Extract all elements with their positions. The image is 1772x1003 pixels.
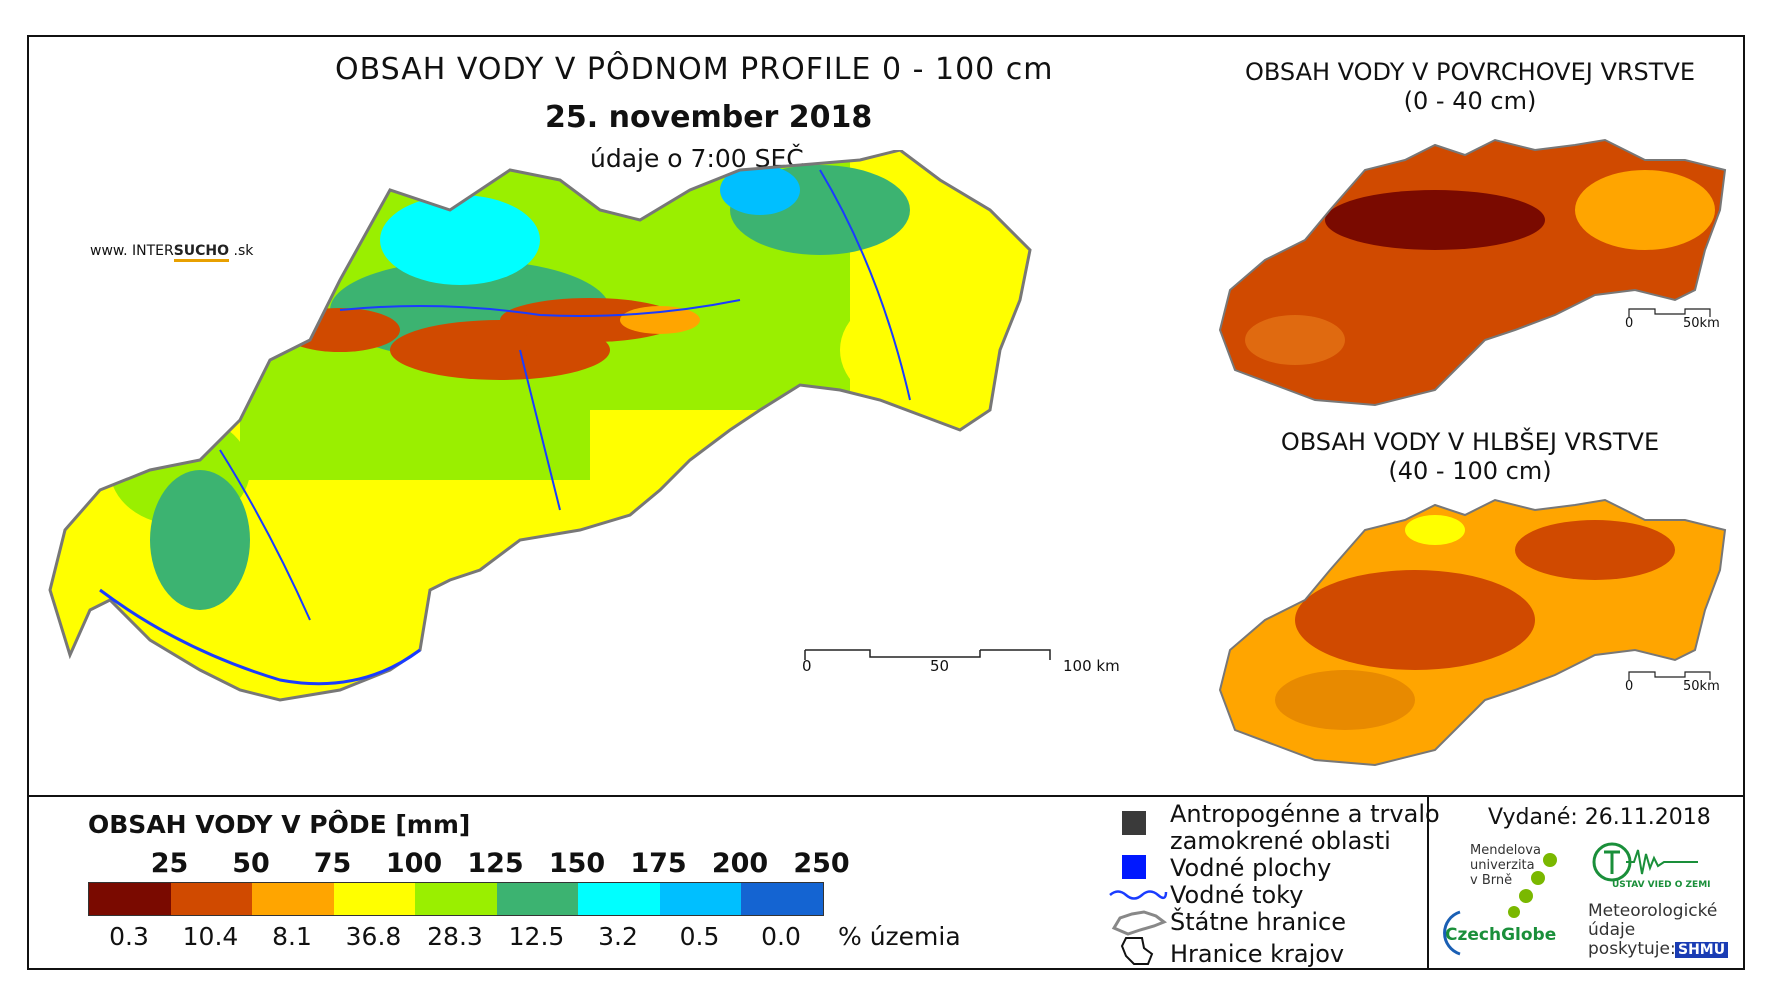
legend-percent-unit: % územia	[838, 922, 961, 951]
main-scale-bar	[804, 649, 1051, 660]
legend-percent-value: 0.0	[761, 922, 801, 951]
legend-color-class	[415, 883, 497, 915]
czechglobe-logo: CzechGlobe	[1445, 925, 1557, 945]
water-areas-label: Vodné plochy	[1170, 854, 1332, 882]
legend-color-class	[89, 883, 171, 915]
border-outline-icon	[1111, 910, 1168, 936]
main-map-title: OBSAH VODY V PÔDNOM PROFILE 0 - 100 cm	[335, 52, 1054, 87]
intersucho-logo: www. INTERSUCHO .sk	[90, 243, 253, 262]
wavy-line-icon	[1109, 890, 1168, 900]
legend-color-class	[333, 883, 415, 915]
rivers-label: Vodné toky	[1170, 881, 1304, 909]
legend-threshold-label: 25	[150, 848, 189, 879]
inset-bottom-scale-bar	[1628, 671, 1711, 680]
inset-top-scale-0: 0	[1625, 316, 1634, 331]
mendel-dots-icon	[1508, 853, 1557, 918]
legend-threshold-label: 150	[548, 848, 606, 879]
legend-threshold-label: 125	[467, 848, 524, 879]
legend-percent-value: 10.4	[182, 922, 239, 951]
region-border-label: Hranice krajov	[1170, 940, 1345, 968]
legend-threshold-label: 100	[385, 848, 443, 879]
legend-percent-value: 12.5	[508, 922, 565, 951]
inset-top-subtitle: (0 - 40 cm)	[1403, 87, 1537, 115]
institute-name: ÚSTAV VIED O ZEMI	[1612, 880, 1711, 890]
earth-science-institute-logo	[1592, 842, 1698, 882]
legend-percent-value: 3.2	[598, 922, 638, 951]
urban-label-line2: zamokrené oblasti	[1170, 827, 1391, 855]
legend-colorbar	[88, 882, 824, 916]
inset-top-title: OBSAH VODY V POVRCHOVEJ VRSTVE	[1244, 58, 1696, 86]
shmu-logo: SHMÚ	[1675, 942, 1729, 958]
main-map-date: 25. november 2018	[545, 100, 873, 135]
legend-color-class	[252, 883, 334, 915]
meteo-provider-label: Meteorologické údaje poskytuje:	[1588, 901, 1718, 959]
inset-bottom-scale-0: 0	[1625, 679, 1634, 694]
legend-percent-value: 28.3	[427, 922, 483, 951]
legend-threshold-label: 50	[232, 848, 270, 879]
legend-threshold-label: 175	[630, 848, 687, 879]
legend-percent-value: 0.5	[679, 922, 720, 951]
inset-top-map	[1218, 138, 1727, 407]
main-soil-moisture-map	[48, 150, 1032, 702]
urban-label-line1: Antropogénne a trvalo	[1170, 800, 1440, 828]
mendel-university-logo: Mendelova univerzita v Brně	[1470, 843, 1541, 888]
inset-bottom-subtitle: (40 - 100 cm)	[1388, 457, 1552, 485]
legend-color-class	[170, 883, 252, 915]
legend-threshold-label: 250	[793, 848, 850, 879]
czechglobe-arc-icon	[1443, 910, 1461, 956]
legend-title: OBSAH VODY V PÔDE [mm]	[88, 810, 471, 839]
dark-square-icon	[1122, 811, 1146, 835]
region-outline-icon	[1120, 937, 1154, 965]
main-scale-label-0: 0	[802, 657, 812, 675]
inset-bottom-scale-50: 50km	[1683, 679, 1720, 694]
inset-top-scale-bar	[1628, 308, 1711, 317]
issued-date: Vydané: 26.11.2018	[1488, 805, 1711, 830]
legend-percent-value: 8.1	[272, 922, 312, 951]
inset-bottom-title: OBSAH VODY V HLBŠEJ VRSTVE	[1280, 428, 1660, 456]
legend-color-class	[496, 883, 578, 915]
legend-percent-value: 36.8	[345, 922, 402, 951]
legend-color-class	[578, 883, 660, 915]
legend-threshold-label: 200	[711, 848, 769, 879]
legend-color-class	[741, 883, 823, 915]
main-scale-label-50: 50	[930, 657, 950, 675]
legend-percent-value: 0.3	[109, 922, 149, 951]
legend-color-class	[659, 883, 741, 915]
main-scale-label-100: 100 km	[1063, 657, 1120, 675]
inset-top-scale-50: 50km	[1683, 316, 1720, 331]
state-border-label: Štátne hranice	[1170, 908, 1346, 936]
legend-threshold-label: 75	[313, 848, 352, 879]
legend-divider	[27, 795, 1745, 797]
blue-square-icon	[1122, 855, 1146, 879]
info-divider	[1427, 797, 1429, 970]
inset-bottom-map	[1218, 498, 1727, 767]
